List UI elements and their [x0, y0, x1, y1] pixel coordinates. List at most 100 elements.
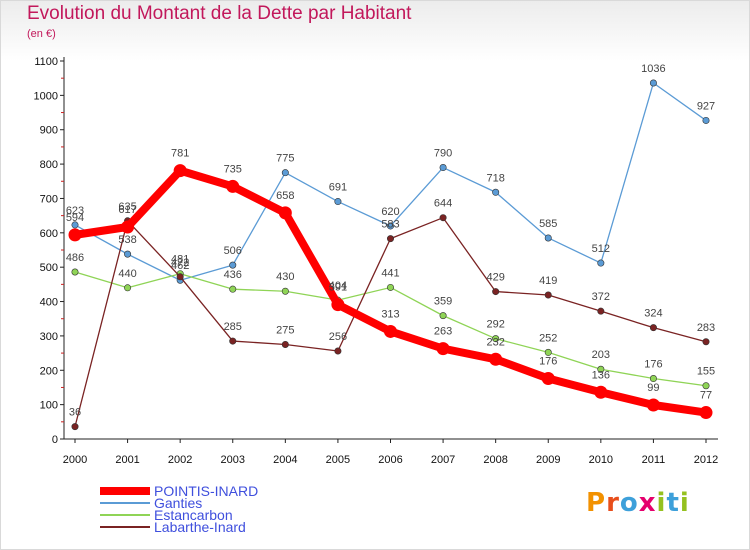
data-label: 232	[486, 336, 504, 348]
data-label: 790	[434, 148, 452, 160]
legend-label: Labarthe-Inard	[154, 519, 246, 535]
x-tick-label: 2000	[63, 454, 87, 466]
x-tick-label: 2012	[694, 454, 718, 466]
logo-letter: P	[586, 488, 607, 518]
legend-label: Ganties	[154, 495, 203, 511]
y-tick-label: 300	[40, 331, 58, 343]
data-point	[281, 340, 289, 348]
data-label: 512	[592, 243, 610, 255]
x-tick-label: 2008	[483, 454, 507, 466]
legend-item: Labarthe-Inard	[100, 519, 258, 535]
y-tick-label: 600	[40, 228, 58, 240]
data-label: 481	[171, 254, 189, 266]
data-point	[229, 261, 237, 269]
logo-letter: r	[606, 488, 620, 518]
x-tick-label: 2007	[431, 454, 455, 466]
legend-item: POINTIS-INARD	[100, 484, 258, 498]
data-label: 538	[118, 234, 136, 246]
data-point	[229, 337, 237, 345]
x-tick-label: 2011	[642, 454, 666, 466]
data-point	[492, 288, 500, 296]
data-point	[71, 268, 79, 276]
data-label: 36	[69, 407, 81, 419]
data-point	[124, 284, 132, 292]
data-point	[121, 220, 135, 234]
data-point	[173, 164, 187, 178]
data-point	[492, 188, 500, 196]
data-point	[597, 365, 605, 373]
data-label: 1036	[641, 63, 665, 75]
legend-swatch	[100, 502, 150, 504]
data-point	[649, 375, 657, 383]
x-tick-label: 2010	[589, 454, 613, 466]
data-point	[594, 385, 608, 399]
data-point	[436, 342, 450, 356]
data-label: 404	[329, 280, 347, 292]
data-point	[702, 116, 710, 124]
data-point	[281, 287, 289, 295]
data-label: 617	[118, 204, 136, 216]
data-point	[702, 338, 710, 346]
data-label: 292	[486, 319, 504, 331]
data-point	[281, 169, 289, 177]
chart-title: Evolution du Montant de la Dette par Hab…	[27, 3, 412, 24]
data-label: 927	[697, 100, 715, 112]
proxiti-logo: Proxiti	[586, 488, 690, 518]
data-label: 441	[381, 267, 399, 279]
y-tick-label: 700	[40, 193, 58, 205]
data-point	[544, 234, 552, 242]
data-label: 594	[66, 212, 84, 224]
data-label: 99	[647, 382, 659, 394]
y-tick-label: 900	[40, 125, 58, 137]
y-tick-label: 1100	[34, 56, 58, 68]
y-tick-label: 100	[40, 400, 58, 412]
data-label: 506	[224, 245, 242, 257]
data-point	[384, 324, 397, 338]
data-point	[649, 324, 657, 332]
data-point	[597, 259, 605, 267]
data-label: 635	[118, 201, 136, 213]
data-point	[492, 335, 500, 343]
data-point	[278, 206, 292, 220]
legend-label: Estancarbon	[154, 507, 233, 523]
data-point	[71, 423, 79, 431]
data-point	[646, 398, 660, 412]
data-label: 77	[700, 390, 712, 402]
data-label: 440	[118, 268, 136, 280]
x-tick-label: 2002	[168, 454, 192, 466]
x-tick-label: 2009	[536, 454, 560, 466]
y-tick-label: 1000	[34, 90, 58, 102]
legend-swatch	[100, 526, 150, 528]
data-label: 658	[276, 190, 294, 202]
data-point	[229, 285, 237, 293]
chart-subtitle: (en €)	[27, 28, 56, 40]
data-point	[649, 79, 657, 87]
data-point	[386, 222, 394, 230]
data-point	[176, 273, 184, 281]
data-point	[226, 179, 240, 193]
data-label: 176	[644, 359, 662, 371]
data-point	[439, 312, 447, 320]
logo-letter: t	[666, 488, 680, 518]
data-label: 155	[697, 366, 715, 378]
data-label: 203	[592, 349, 610, 361]
x-tick-label: 2006	[378, 454, 402, 466]
data-label: 372	[592, 291, 610, 303]
logo-letter: x	[638, 488, 657, 518]
data-point	[699, 406, 713, 420]
data-point	[124, 250, 132, 258]
data-label: 585	[539, 218, 557, 230]
data-point	[386, 283, 394, 291]
data-label: 391	[329, 282, 347, 294]
data-point	[541, 372, 555, 386]
data-label: 735	[224, 163, 242, 175]
data-label: 436	[224, 269, 242, 281]
data-point	[71, 221, 79, 229]
chart-axes: 0 100 200 300 400 500 600 700 800 900 1000 1100 2000…	[34, 56, 719, 466]
data-label: 285	[224, 321, 242, 333]
legend-swatch	[100, 487, 150, 495]
y-tick-label: 400	[40, 297, 58, 309]
data-point	[68, 228, 82, 242]
